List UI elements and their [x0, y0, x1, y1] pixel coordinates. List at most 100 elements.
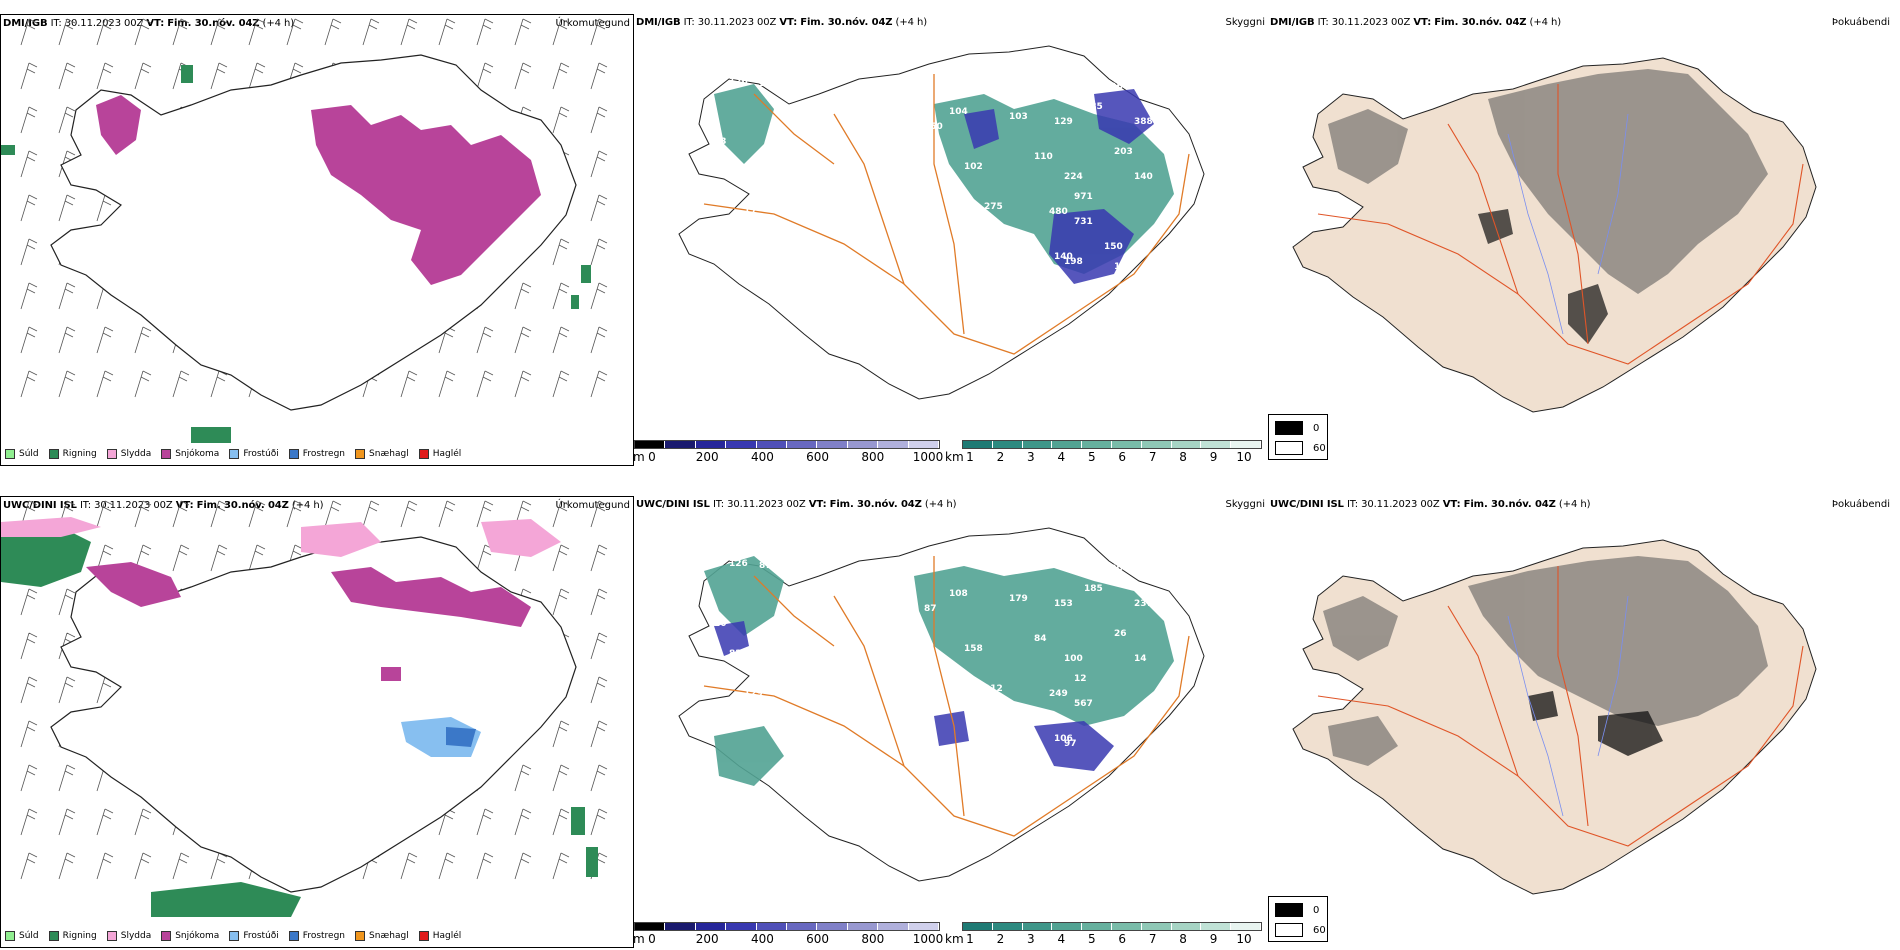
cloudbase-label: 285 [1084, 102, 1103, 112]
wind-barb [210, 500, 228, 528]
wind-barb [590, 326, 608, 354]
visibility-colorbar: km 1 2 3 4 5 6 7 8 9 10 [945, 434, 1268, 464]
colorbar-tick-label: 1 [966, 932, 974, 946]
roads [703, 556, 1190, 837]
wind-barb [552, 544, 570, 572]
cloud-visibility-panel-top: DMI/IGB IT: 30.11.2023 00Z VT: Fim. 30.n… [634, 14, 1268, 466]
colorbar-segment [1141, 923, 1172, 930]
panel-title: Þokuábendi [1831, 499, 1890, 510]
cloudbase-label: 83 [714, 137, 727, 147]
cloudbase-label: 196 [1104, 82, 1123, 92]
wind-barb [172, 852, 190, 880]
wind-barb [210, 62, 228, 90]
wind-barb [210, 852, 228, 880]
cloudbase-label: 731 [1074, 217, 1093, 227]
colorbar-segment [1052, 441, 1083, 448]
cloudbase-label: 12 [1074, 674, 1087, 684]
wind-barb [514, 764, 532, 792]
visibility-colorbar-bar [962, 922, 1262, 931]
colorbar-tick-label: 600 [806, 450, 830, 464]
cloudbase-label: 104 [949, 107, 968, 117]
colorbar-tick-label: 7 [1148, 932, 1157, 946]
wind-barb [438, 500, 456, 528]
wind-barb [552, 764, 570, 792]
swatch [418, 449, 429, 459]
colorbar-tick-label: 400 [750, 932, 774, 946]
fog-legend: 0 60 [1268, 414, 1328, 460]
colorbar-tick-label: 800 [861, 932, 885, 946]
wind-barb [20, 632, 38, 660]
colorbar-segment [695, 923, 727, 930]
wind-barb [514, 852, 532, 880]
cloudbase-label: 129 [744, 689, 763, 699]
wind-barb [590, 632, 608, 660]
wind-barb [20, 326, 38, 354]
wind-barb [248, 18, 266, 46]
colorbar-segment [756, 441, 788, 448]
legend-item: Snæhagl [355, 449, 409, 459]
wind-barb [96, 370, 114, 398]
wind-barb [476, 326, 494, 354]
precip-legend: Súld Rigning Slydda Snjókoma Frostúði Fr… [5, 931, 461, 941]
colorbar-tick-label: 10 [1236, 450, 1252, 464]
wind-barb [514, 282, 532, 310]
wind-barb [514, 808, 532, 836]
cloudbase-label: 152 [759, 192, 778, 202]
colorbar-segment [847, 923, 879, 930]
wind-barb [134, 808, 152, 836]
legend-item: Rigning [48, 931, 97, 941]
colorbar-tick-label: 7 [1148, 450, 1157, 464]
wind-barb [172, 500, 190, 528]
wind-barb [590, 500, 608, 528]
swatch [106, 449, 117, 459]
wind-barb [590, 676, 608, 704]
rivers [1507, 113, 1629, 335]
wind-barb [514, 326, 532, 354]
wind-barb [438, 852, 456, 880]
wind-barb [552, 282, 570, 310]
legend-item: Súld [5, 449, 39, 459]
colorbar-segment [1022, 923, 1053, 930]
swatch [229, 449, 240, 459]
fog-legend-item: 0 [1275, 421, 1319, 435]
cloudbase-label: 103 [1009, 112, 1028, 122]
legend-item: Frostúði [229, 449, 279, 459]
colorbar-segment [963, 441, 993, 448]
cloudbase-label: 107 [759, 674, 778, 684]
legend-item: Snjókoma [161, 931, 219, 941]
panel-header: DMI/IGB IT: 30.11.2023 00Z VT: Fim. 30.n… [1270, 17, 1562, 28]
visibility-unit: km [945, 450, 964, 464]
snow-areas [96, 95, 541, 285]
cloudbase-label: 179 [1089, 77, 1108, 87]
cloudbase-label: 126 [729, 77, 748, 87]
cloudbase-label: 249 [1049, 689, 1068, 699]
wind-barb [286, 18, 304, 46]
wind-barb [552, 720, 570, 748]
wind-barb [514, 62, 532, 90]
colorbar-segment [1052, 923, 1083, 930]
wind-barb [20, 852, 38, 880]
wind-barb [58, 194, 76, 222]
swatch [5, 931, 15, 941]
cloudbase-label: 26 [1114, 629, 1127, 639]
legend-item: Slydda [106, 931, 151, 941]
cloudbase-label: 203 [1114, 147, 1133, 157]
cloudbase-label: 114 [879, 639, 898, 649]
wind-barb [20, 106, 38, 134]
wind-barb [58, 326, 76, 354]
cloudbase-label: 237 [1134, 599, 1153, 609]
colorbar-segment [1201, 441, 1232, 448]
wind-barb [58, 106, 76, 134]
swatch [1275, 441, 1303, 455]
colorbar-tick-label: 8 [1179, 450, 1187, 464]
colorbar-tick-label: 0 [648, 932, 656, 946]
cloudbase-areas [964, 89, 1154, 284]
swatch [418, 931, 429, 941]
cloudbase-label: 185 [1084, 584, 1103, 594]
swatch [229, 931, 240, 941]
wind-barb [20, 720, 38, 748]
colorbar-tick-label: 3 [1027, 450, 1035, 464]
swatch [355, 931, 366, 941]
cloudbase-colorbar-bar [634, 922, 940, 931]
cloudbase-label: 158 [964, 644, 983, 654]
